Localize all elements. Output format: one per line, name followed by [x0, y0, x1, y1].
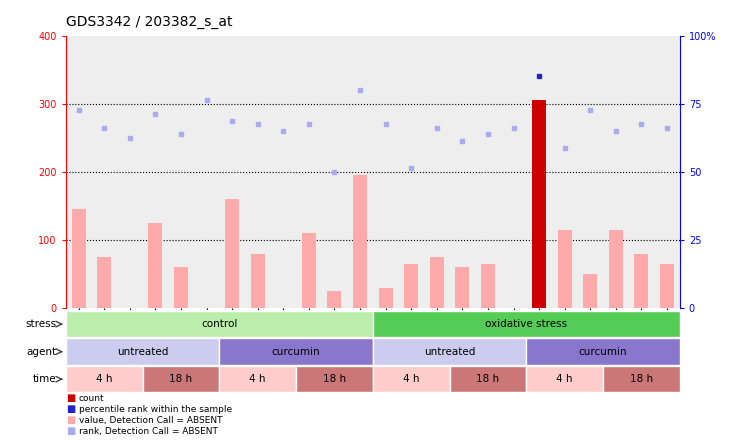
Bar: [373, 338, 526, 365]
Text: 4 h: 4 h: [96, 374, 113, 384]
Bar: [66, 311, 373, 337]
Bar: [526, 338, 680, 365]
Text: 4 h: 4 h: [403, 374, 420, 384]
Text: untreated: untreated: [424, 347, 475, 357]
Text: rank, Detection Call = ABSENT: rank, Detection Call = ABSENT: [79, 427, 218, 436]
Bar: [251, 254, 265, 308]
Bar: [558, 230, 572, 308]
Bar: [219, 338, 373, 365]
Text: agent: agent: [26, 347, 56, 357]
Text: percentile rank within the sample: percentile rank within the sample: [79, 405, 232, 414]
Text: 4 h: 4 h: [556, 374, 573, 384]
Bar: [379, 288, 393, 308]
Bar: [327, 291, 341, 308]
Bar: [66, 366, 143, 392]
Bar: [609, 230, 623, 308]
Text: GDS3342 / 203382_s_at: GDS3342 / 203382_s_at: [66, 15, 232, 29]
Bar: [219, 366, 296, 392]
Bar: [660, 264, 674, 308]
Bar: [143, 366, 219, 392]
Text: ■: ■: [66, 415, 75, 425]
Text: control: control: [201, 319, 238, 329]
Bar: [430, 257, 444, 308]
Text: untreated: untreated: [117, 347, 168, 357]
Bar: [526, 366, 603, 392]
Bar: [455, 267, 469, 308]
Bar: [532, 100, 546, 308]
Bar: [635, 254, 648, 308]
Bar: [603, 366, 680, 392]
Text: 18 h: 18 h: [323, 374, 346, 384]
Text: count: count: [79, 394, 105, 403]
Text: ■: ■: [66, 404, 75, 414]
Bar: [373, 366, 450, 392]
Bar: [481, 264, 495, 308]
Text: ■: ■: [66, 393, 75, 403]
Text: curcumin: curcumin: [579, 347, 627, 357]
Text: ■: ■: [66, 426, 75, 436]
Text: curcumin: curcumin: [272, 347, 320, 357]
Bar: [296, 366, 373, 392]
Bar: [583, 274, 597, 308]
Text: stress: stress: [26, 319, 56, 329]
Text: 4 h: 4 h: [249, 374, 266, 384]
Text: value, Detection Call = ABSENT: value, Detection Call = ABSENT: [79, 416, 222, 425]
Bar: [148, 223, 162, 308]
Text: oxidative stress: oxidative stress: [485, 319, 567, 329]
Bar: [97, 257, 111, 308]
Text: time: time: [33, 374, 56, 384]
Bar: [373, 311, 680, 337]
Bar: [225, 199, 239, 308]
Bar: [302, 233, 316, 308]
Bar: [72, 209, 86, 308]
Text: 18 h: 18 h: [170, 374, 192, 384]
Bar: [174, 267, 188, 308]
Text: 18 h: 18 h: [477, 374, 499, 384]
Bar: [450, 366, 526, 392]
Bar: [353, 175, 367, 308]
Text: 18 h: 18 h: [630, 374, 653, 384]
Bar: [404, 264, 418, 308]
Bar: [66, 338, 219, 365]
